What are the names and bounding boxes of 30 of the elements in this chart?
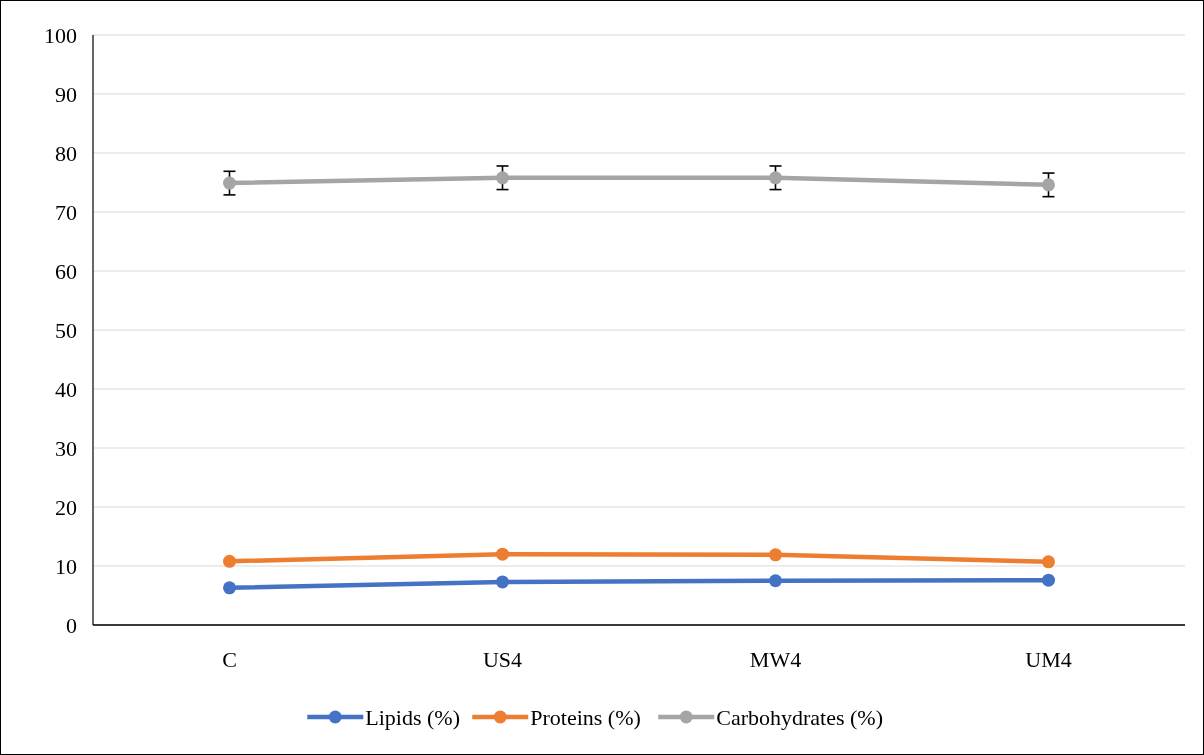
point	[1042, 555, 1055, 569]
y-tick-label: 20	[55, 494, 77, 520]
legend-label: Proteins (%)	[530, 704, 641, 730]
y-tick-label: 10	[55, 553, 77, 579]
point	[496, 547, 509, 561]
point	[223, 176, 236, 190]
point	[223, 554, 236, 568]
x-tick-label: C	[222, 647, 237, 672]
point	[1042, 178, 1055, 192]
point	[769, 171, 782, 185]
y-tick-label: 70	[55, 199, 77, 225]
point	[223, 581, 236, 595]
x-tick-label: US4	[482, 647, 523, 672]
point	[496, 171, 509, 185]
y-tick-label: 40	[55, 376, 77, 402]
x-tick-label: MW4	[749, 647, 802, 672]
point	[496, 575, 509, 589]
legend-label: Lipids (%)	[365, 704, 460, 730]
y-tick-label: 0	[66, 612, 77, 638]
y-tick-label: 60	[55, 258, 77, 284]
y-tick-label: 100	[44, 22, 77, 48]
y-tick-label: 90	[55, 81, 77, 107]
legend-label: Carbohydrates (%)	[716, 704, 884, 730]
x-tick-label: UM4	[1025, 647, 1072, 672]
y-tick-label: 50	[55, 317, 77, 343]
point	[769, 574, 782, 588]
point	[769, 548, 782, 562]
y-tick-label: 30	[55, 435, 77, 461]
y-tick-label: 80	[55, 140, 77, 166]
point	[1042, 573, 1055, 587]
